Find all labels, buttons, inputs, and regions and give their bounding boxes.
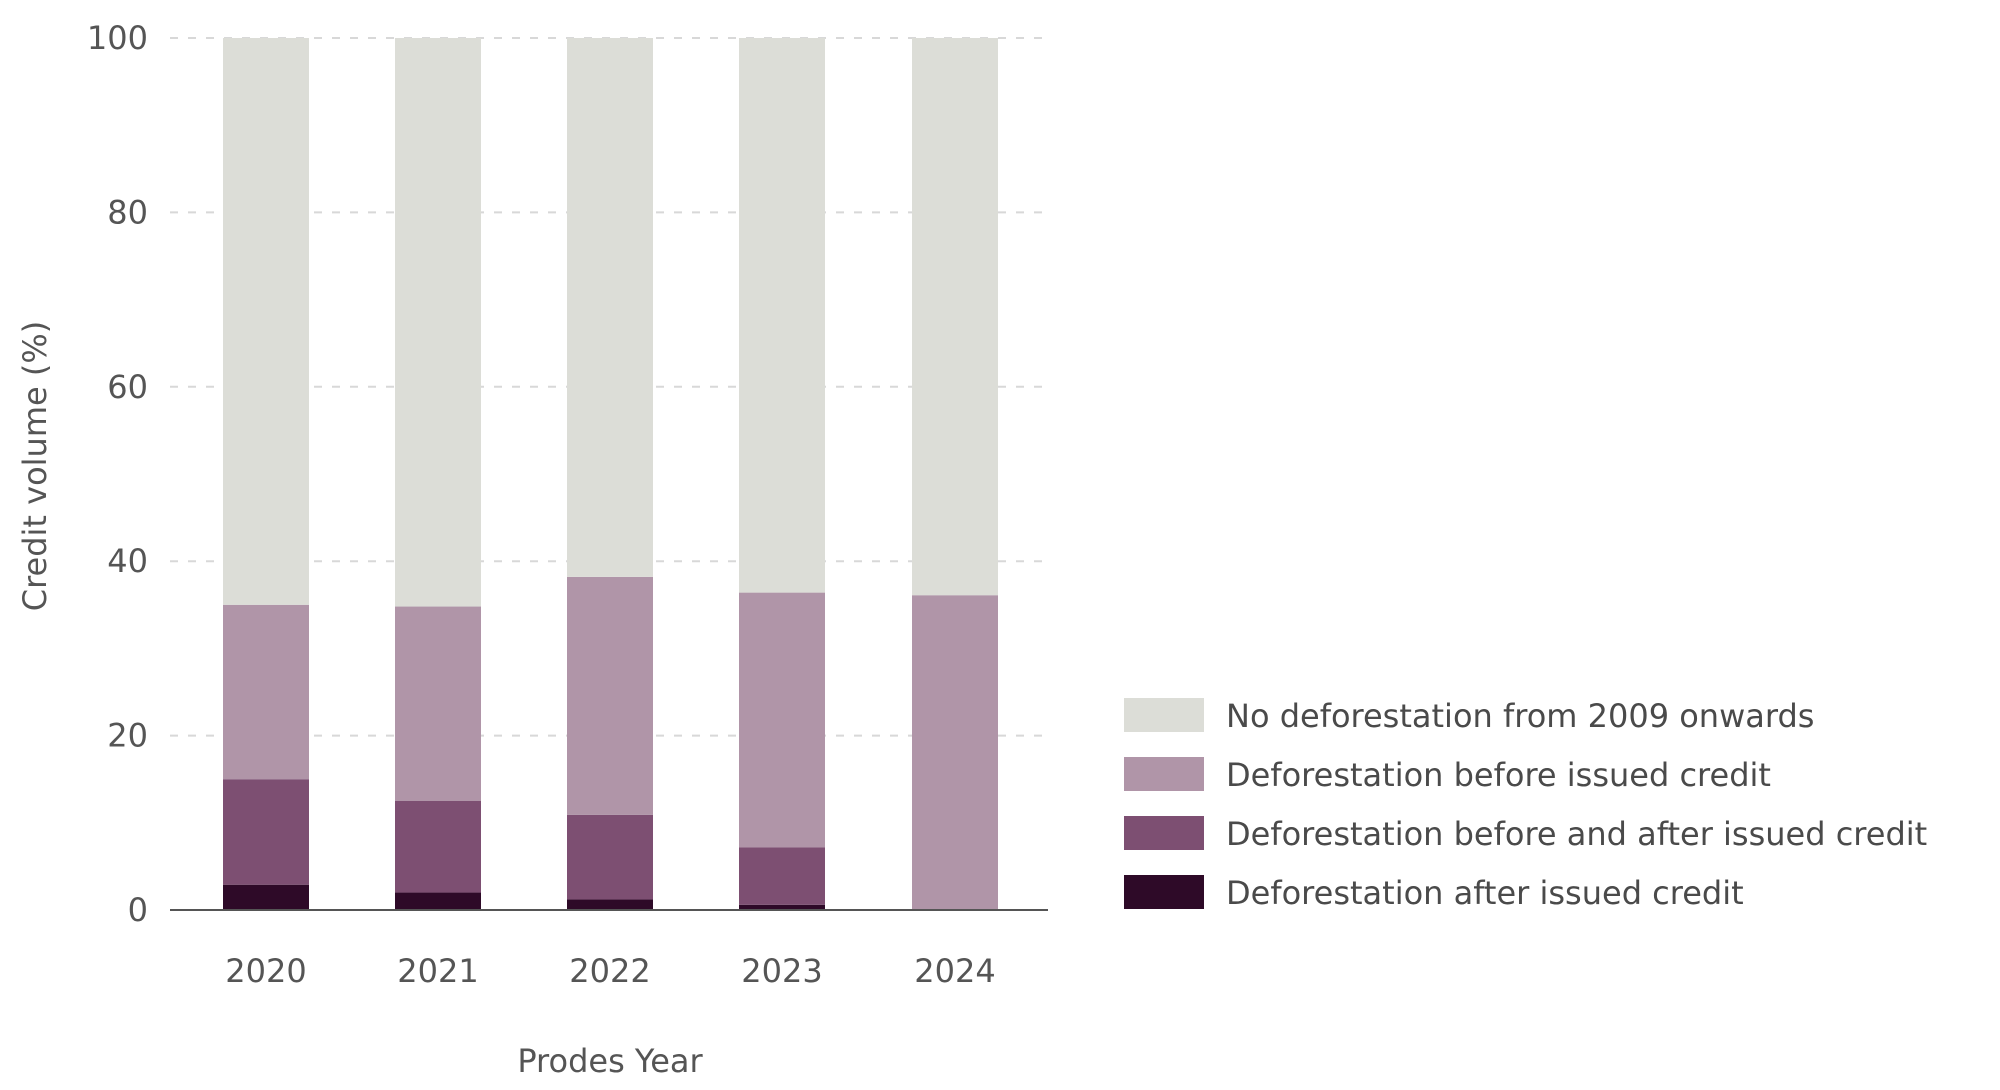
bar-segment xyxy=(395,606,481,801)
bar-segment xyxy=(395,38,481,607)
x-tick-label: 2020 xyxy=(225,952,306,990)
legend-swatch xyxy=(1124,816,1204,850)
legend-swatch xyxy=(1124,875,1204,909)
bar-segment xyxy=(567,38,653,577)
x-tick-labels: 2020 2021 2022 2023 2024 xyxy=(225,952,995,990)
bar-segment xyxy=(223,604,309,780)
x-tick-label: 2023 xyxy=(741,952,822,990)
bar-segment xyxy=(567,814,653,900)
y-tick-label: 0 xyxy=(128,891,148,929)
bar-segment xyxy=(395,892,481,910)
bar-segment xyxy=(739,38,825,593)
legend-label: Deforestation before issued credit xyxy=(1226,756,1771,794)
bar-segment xyxy=(395,801,481,893)
x-tick-label: 2022 xyxy=(569,952,650,990)
y-axis-title: Credit volume (%) xyxy=(16,321,54,612)
legend-label: Deforestation after issued credit xyxy=(1226,874,1744,912)
x-axis-title: Prodes Year xyxy=(517,1042,703,1080)
bar-segment xyxy=(223,779,309,885)
bar-segment xyxy=(567,576,653,815)
bar-segment xyxy=(223,884,309,910)
bar-segment xyxy=(223,38,309,605)
x-tick-label: 2021 xyxy=(397,952,478,990)
legend-swatch xyxy=(1124,757,1204,791)
legend: No deforestation from 2009 onwards Defore… xyxy=(1124,697,1927,912)
bar-segment xyxy=(739,904,825,910)
bar-segment xyxy=(912,595,998,910)
y-tick-label: 20 xyxy=(107,717,148,755)
bar-segment xyxy=(567,899,653,910)
legend-label: No deforestation from 2009 onwards xyxy=(1226,697,1814,735)
x-tick-label: 2024 xyxy=(914,952,995,990)
y-tick-labels: 0 20 40 60 80 100 xyxy=(87,19,148,929)
legend-label: Deforestation before and after issued cr… xyxy=(1226,815,1927,853)
bar-segment xyxy=(739,592,825,848)
y-tick-label: 80 xyxy=(107,193,148,231)
bar-segment xyxy=(739,847,825,905)
y-tick-label: 60 xyxy=(107,368,148,406)
bar-segment xyxy=(912,38,998,596)
y-tick-label: 40 xyxy=(107,542,148,580)
bars xyxy=(223,38,998,910)
legend-swatch xyxy=(1124,698,1204,732)
y-tick-label: 100 xyxy=(87,19,148,57)
